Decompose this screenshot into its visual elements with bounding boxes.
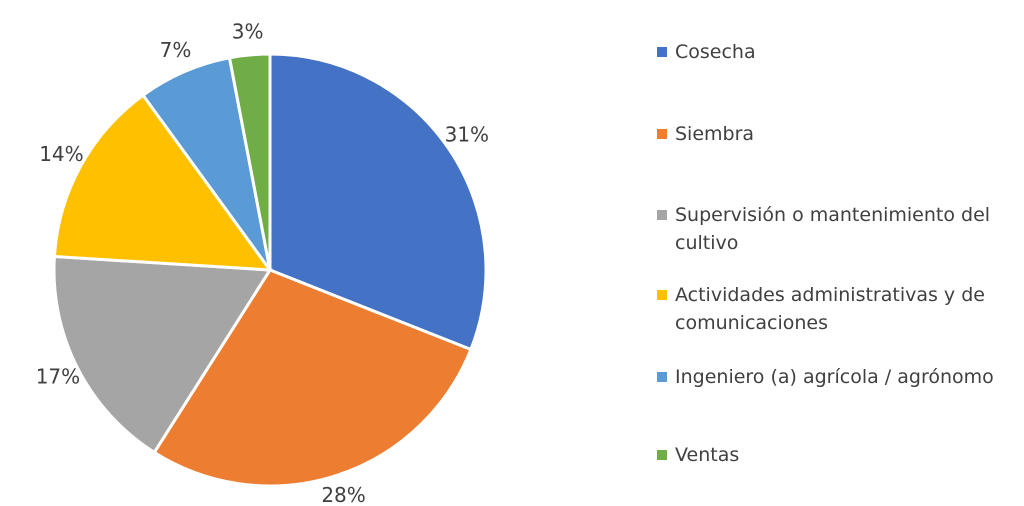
legend-swatch xyxy=(657,210,667,220)
legend-item: Supervisión o mantenimiento del cultivo xyxy=(657,201,1024,257)
legend-label: Ventas xyxy=(675,444,740,466)
legend-swatch xyxy=(657,129,667,139)
legend-item: Cosecha xyxy=(657,38,1024,66)
pie-slice xyxy=(227,52,272,271)
legend-item: Ingeniero (a) agrícola / agrónomo xyxy=(657,363,1024,391)
legend-item: Actividades administrativas y de comunic… xyxy=(657,281,1024,337)
legend-item: Siembra xyxy=(657,120,1024,148)
data-label: 14% xyxy=(39,142,83,166)
legend-label: Cosecha xyxy=(675,41,756,63)
data-label: 31% xyxy=(445,123,489,147)
pie-slice xyxy=(52,254,273,455)
legend-label: Actividades administrativas y de comunic… xyxy=(675,284,985,334)
pie-slice xyxy=(152,268,473,488)
data-label: 17% xyxy=(36,365,80,389)
legend-swatch xyxy=(657,372,667,382)
legend-label: Siembra xyxy=(675,123,755,145)
data-label: 3% xyxy=(232,20,264,44)
legend-label: Supervisión o mantenimiento del cultivo xyxy=(675,204,991,254)
data-label: 28% xyxy=(321,483,365,506)
pie-slice xyxy=(52,93,274,272)
legend-label: Ingeniero (a) agrícola / agrónomo xyxy=(675,366,994,388)
legend-swatch xyxy=(657,450,667,460)
pie: 31% 28% 17% 14% 7% 3% xyxy=(36,20,489,506)
legend-swatch xyxy=(657,47,667,57)
legend-item: Ventas xyxy=(657,441,1024,469)
legend-swatch xyxy=(657,290,667,300)
pie-slice xyxy=(268,52,488,352)
data-label: 7% xyxy=(160,38,192,62)
